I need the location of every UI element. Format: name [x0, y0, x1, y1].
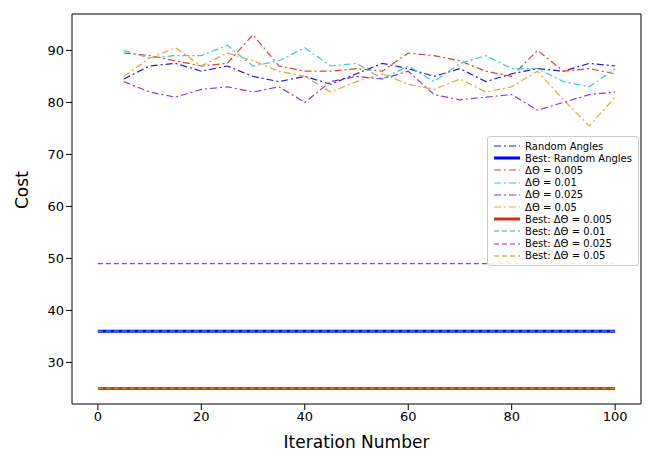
svg-text:Iteration Number: Iteration Number [284, 432, 430, 452]
html-text:Best: ΔΘ = 0.005: Best: ΔΘ = 0.005 [525, 213, 612, 225]
svg-text:80: 80 [47, 95, 64, 110]
svg-text:0: 0 [94, 409, 102, 424]
svg-text:40: 40 [47, 303, 64, 318]
html-text:ΔΘ = 0.05: ΔΘ = 0.05 [525, 201, 577, 213]
svg-text:50: 50 [47, 251, 64, 266]
html-text:Best: ΔΘ = 0.025: Best: ΔΘ = 0.025 [525, 238, 612, 250]
svg-text:60: 60 [400, 409, 417, 424]
svg-text:20: 20 [193, 409, 210, 424]
html-text:Best: Random Angles: Best: Random Angles [525, 152, 632, 164]
html-text:Best: ΔΘ = 0.05: Best: ΔΘ = 0.05 [525, 250, 606, 262]
html-text:ΔΘ = 0.01: ΔΘ = 0.01 [525, 177, 577, 189]
svg-text:Cost: Cost [12, 171, 32, 209]
html-text:Random Angles: Random Angles [525, 140, 604, 152]
html-text:ΔΘ = 0.025: ΔΘ = 0.025 [525, 189, 584, 201]
svg-text:70: 70 [47, 147, 64, 162]
html-text:ΔΘ = 0.005: ΔΘ = 0.005 [525, 165, 584, 176]
svg-text:40: 40 [296, 409, 313, 424]
svg-text:90: 90 [47, 43, 64, 58]
svg-text:80: 80 [503, 409, 520, 424]
svg-text:100: 100 [603, 409, 628, 424]
html-text:Best: ΔΘ = 0.01: Best: ΔΘ = 0.01 [525, 225, 606, 237]
svg-text:60: 60 [47, 199, 64, 214]
svg-text:30: 30 [47, 355, 64, 370]
